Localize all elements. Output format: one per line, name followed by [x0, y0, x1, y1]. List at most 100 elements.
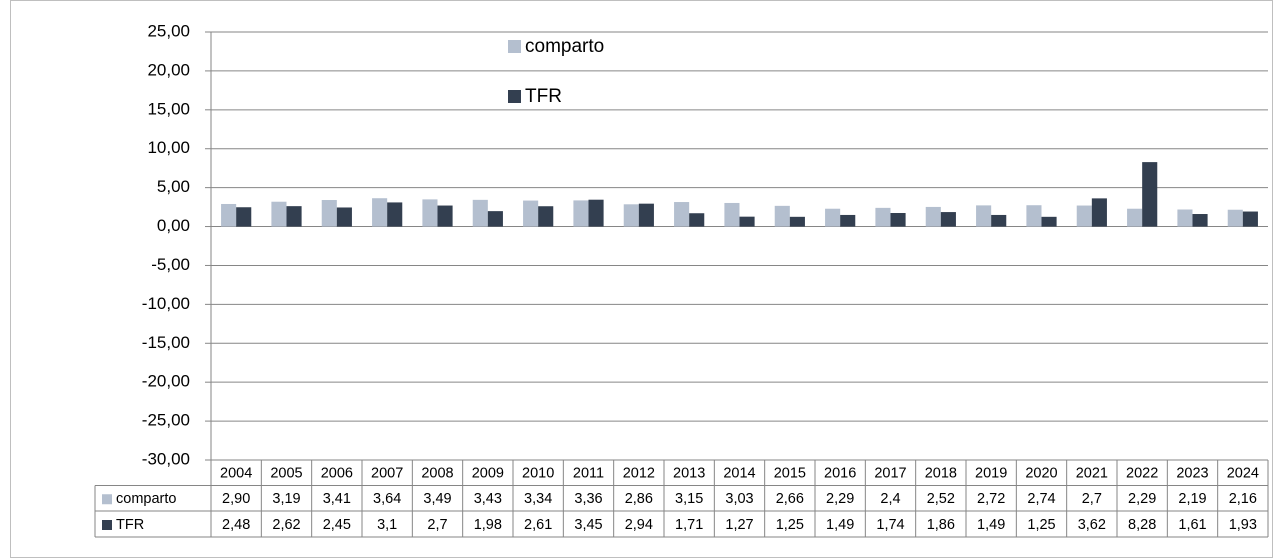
- table-value: 3,45: [574, 517, 602, 533]
- bar: [523, 200, 539, 227]
- bar: [286, 206, 302, 227]
- bar: [1142, 162, 1158, 227]
- table-value: 2,19: [1178, 491, 1206, 507]
- bar: [588, 199, 604, 227]
- y-tick-label: -20,00: [142, 372, 190, 391]
- bar: [724, 202, 740, 227]
- bar: [674, 202, 690, 227]
- table-value: 1,25: [776, 517, 804, 533]
- bar: [1026, 205, 1042, 227]
- bar: [623, 204, 639, 227]
- bar: [991, 214, 1007, 227]
- table-value: 3,15: [675, 491, 703, 507]
- table-value: 1,49: [977, 517, 1005, 533]
- bar: [1177, 209, 1193, 227]
- legend-swatch: [508, 40, 521, 53]
- x-tick-label: 2021: [1076, 466, 1108, 482]
- table-value: 1,27: [725, 517, 753, 533]
- legend-label: comparto: [525, 36, 604, 57]
- bar: [573, 200, 589, 227]
- bar: [538, 206, 554, 227]
- table-value: 2,61: [524, 517, 552, 533]
- table-value: 2,86: [625, 491, 653, 507]
- x-tick-label: 2015: [774, 466, 806, 482]
- x-tick-label: 2022: [1126, 466, 1158, 482]
- table-value: 3,49: [423, 491, 451, 507]
- x-tick-label: 2007: [371, 466, 403, 482]
- x-tick-label: 2006: [321, 466, 353, 482]
- table-value: 1,61: [1178, 517, 1206, 533]
- y-tick-label: -10,00: [142, 294, 190, 313]
- x-tick-label: 2009: [472, 466, 504, 482]
- bar: [840, 214, 856, 227]
- x-tick-label: 2023: [1176, 466, 1208, 482]
- table-value: 2,66: [776, 491, 804, 507]
- table-value: 2,94: [625, 517, 653, 533]
- bar: [221, 203, 237, 227]
- legend-swatch: [508, 90, 521, 103]
- table-value: 3,03: [725, 491, 753, 507]
- bar: [321, 200, 337, 227]
- bar: [487, 211, 503, 227]
- bar: [739, 216, 755, 227]
- table-value: 2,7: [1082, 491, 1102, 507]
- bar: [1127, 208, 1143, 227]
- table-value: 2,74: [1027, 491, 1055, 507]
- table-value: 1,93: [1229, 517, 1257, 533]
- bar: [774, 205, 790, 227]
- table-value: 2,90: [222, 491, 250, 507]
- x-tick-label: 2010: [522, 466, 554, 482]
- table-value: 8,28: [1128, 517, 1156, 533]
- x-tick-label: 2017: [874, 466, 906, 482]
- table-value: 3,41: [323, 491, 351, 507]
- table-value: 3,34: [524, 491, 552, 507]
- legend-swatch: [102, 520, 112, 530]
- table-value: 2,72: [977, 491, 1005, 507]
- bar: [825, 208, 841, 227]
- table-value: 2,62: [272, 517, 300, 533]
- table-value: 3,62: [1078, 517, 1106, 533]
- legend-label: TFR: [116, 517, 144, 533]
- bar: [1041, 216, 1057, 227]
- y-tick-label: -30,00: [142, 449, 190, 468]
- legend-swatch: [102, 494, 112, 505]
- bar: [1076, 205, 1092, 227]
- bar: [336, 207, 352, 227]
- x-tick-label: 2004: [220, 466, 252, 482]
- x-tick-label: 2024: [1227, 466, 1259, 482]
- y-tick-label: -15,00: [142, 333, 190, 352]
- table-value: 1,25: [1027, 517, 1055, 533]
- bar: [422, 199, 438, 227]
- x-tick-label: 2013: [673, 466, 705, 482]
- y-tick-label: 0,00: [157, 216, 190, 235]
- table-value: 3,19: [272, 491, 300, 507]
- x-tick-label: 2005: [270, 466, 302, 482]
- bar: [236, 207, 252, 227]
- y-tick-label: -25,00: [142, 411, 190, 430]
- bar: [472, 199, 488, 227]
- bar: [638, 203, 654, 227]
- table-value: 2,48: [222, 517, 250, 533]
- bar: [789, 216, 805, 227]
- legend-label: TFR: [525, 86, 562, 107]
- table-value: 3,64: [373, 491, 401, 507]
- table-value: 2,45: [323, 517, 351, 533]
- bar: [271, 201, 287, 227]
- bar: [1242, 211, 1258, 227]
- bar: [925, 206, 941, 227]
- x-tick-label: 2008: [421, 466, 453, 482]
- chart-border: [10, 0, 1273, 558]
- table-value: 3,1: [377, 517, 397, 533]
- bar: [1091, 198, 1107, 227]
- y-tick-label: -5,00: [151, 255, 190, 274]
- bar: [387, 202, 403, 227]
- x-tick-label: 2020: [1025, 466, 1057, 482]
- bar: [976, 205, 992, 227]
- table-value: 2,16: [1229, 491, 1257, 507]
- x-tick-label: 2018: [925, 466, 957, 482]
- bar: [689, 213, 705, 227]
- x-tick-label: 2019: [975, 466, 1007, 482]
- bar: [940, 212, 956, 227]
- table-value: 2,29: [1128, 491, 1156, 507]
